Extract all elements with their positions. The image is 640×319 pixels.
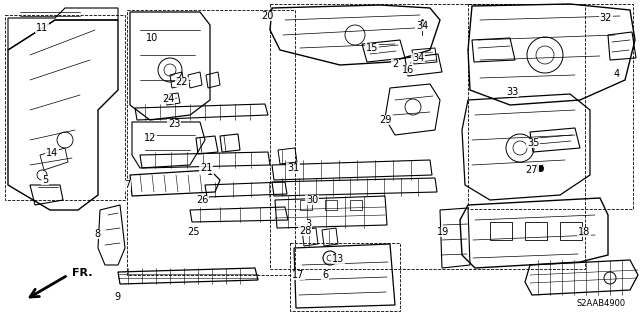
Text: 10: 10 (146, 33, 158, 43)
Text: 34: 34 (412, 53, 424, 63)
Text: 14: 14 (46, 148, 58, 158)
Text: 21: 21 (200, 163, 212, 173)
Text: 9: 9 (114, 292, 120, 302)
Text: 1: 1 (207, 167, 213, 177)
Text: 5: 5 (42, 175, 48, 185)
Bar (325, 200, 337, 210)
Bar (290, 243, 400, 311)
Text: 8: 8 (94, 229, 100, 239)
Text: 11: 11 (36, 23, 48, 33)
Text: 32: 32 (600, 13, 612, 23)
Text: 20: 20 (261, 11, 273, 21)
Text: 15: 15 (366, 43, 378, 53)
Text: 34: 34 (416, 21, 428, 31)
Bar (560, 222, 582, 240)
Text: 24: 24 (162, 94, 174, 104)
Bar (525, 222, 547, 240)
Text: 22: 22 (176, 77, 188, 87)
Text: 7: 7 (124, 180, 130, 190)
Bar (127, 10, 295, 275)
Text: 6: 6 (322, 270, 328, 280)
Text: 12: 12 (144, 133, 156, 143)
Bar (300, 200, 312, 210)
Text: 27: 27 (525, 165, 538, 175)
Text: 29: 29 (379, 115, 391, 125)
Text: 23: 23 (168, 119, 180, 129)
Text: 4: 4 (614, 69, 620, 79)
Text: 30: 30 (306, 195, 318, 205)
Text: 13: 13 (332, 254, 344, 264)
Text: 16: 16 (402, 65, 414, 75)
Text: 35: 35 (527, 138, 539, 148)
Text: 18: 18 (578, 227, 590, 237)
Text: 19: 19 (437, 227, 449, 237)
Text: 3: 3 (305, 219, 311, 229)
Text: 2: 2 (392, 59, 398, 69)
Bar (468, 4, 633, 209)
Text: 31: 31 (287, 163, 299, 173)
Text: 28: 28 (299, 226, 311, 236)
Text: 26: 26 (196, 195, 208, 205)
Text: 25: 25 (187, 227, 199, 237)
Text: 17: 17 (292, 270, 304, 280)
Text: 33: 33 (506, 87, 518, 97)
Text: S2AAB4900: S2AAB4900 (577, 299, 626, 308)
Bar (490, 222, 512, 240)
Bar (350, 200, 362, 210)
Bar (270, 4, 585, 269)
Bar (5, 15, 125, 200)
Text: FR.: FR. (72, 268, 93, 278)
